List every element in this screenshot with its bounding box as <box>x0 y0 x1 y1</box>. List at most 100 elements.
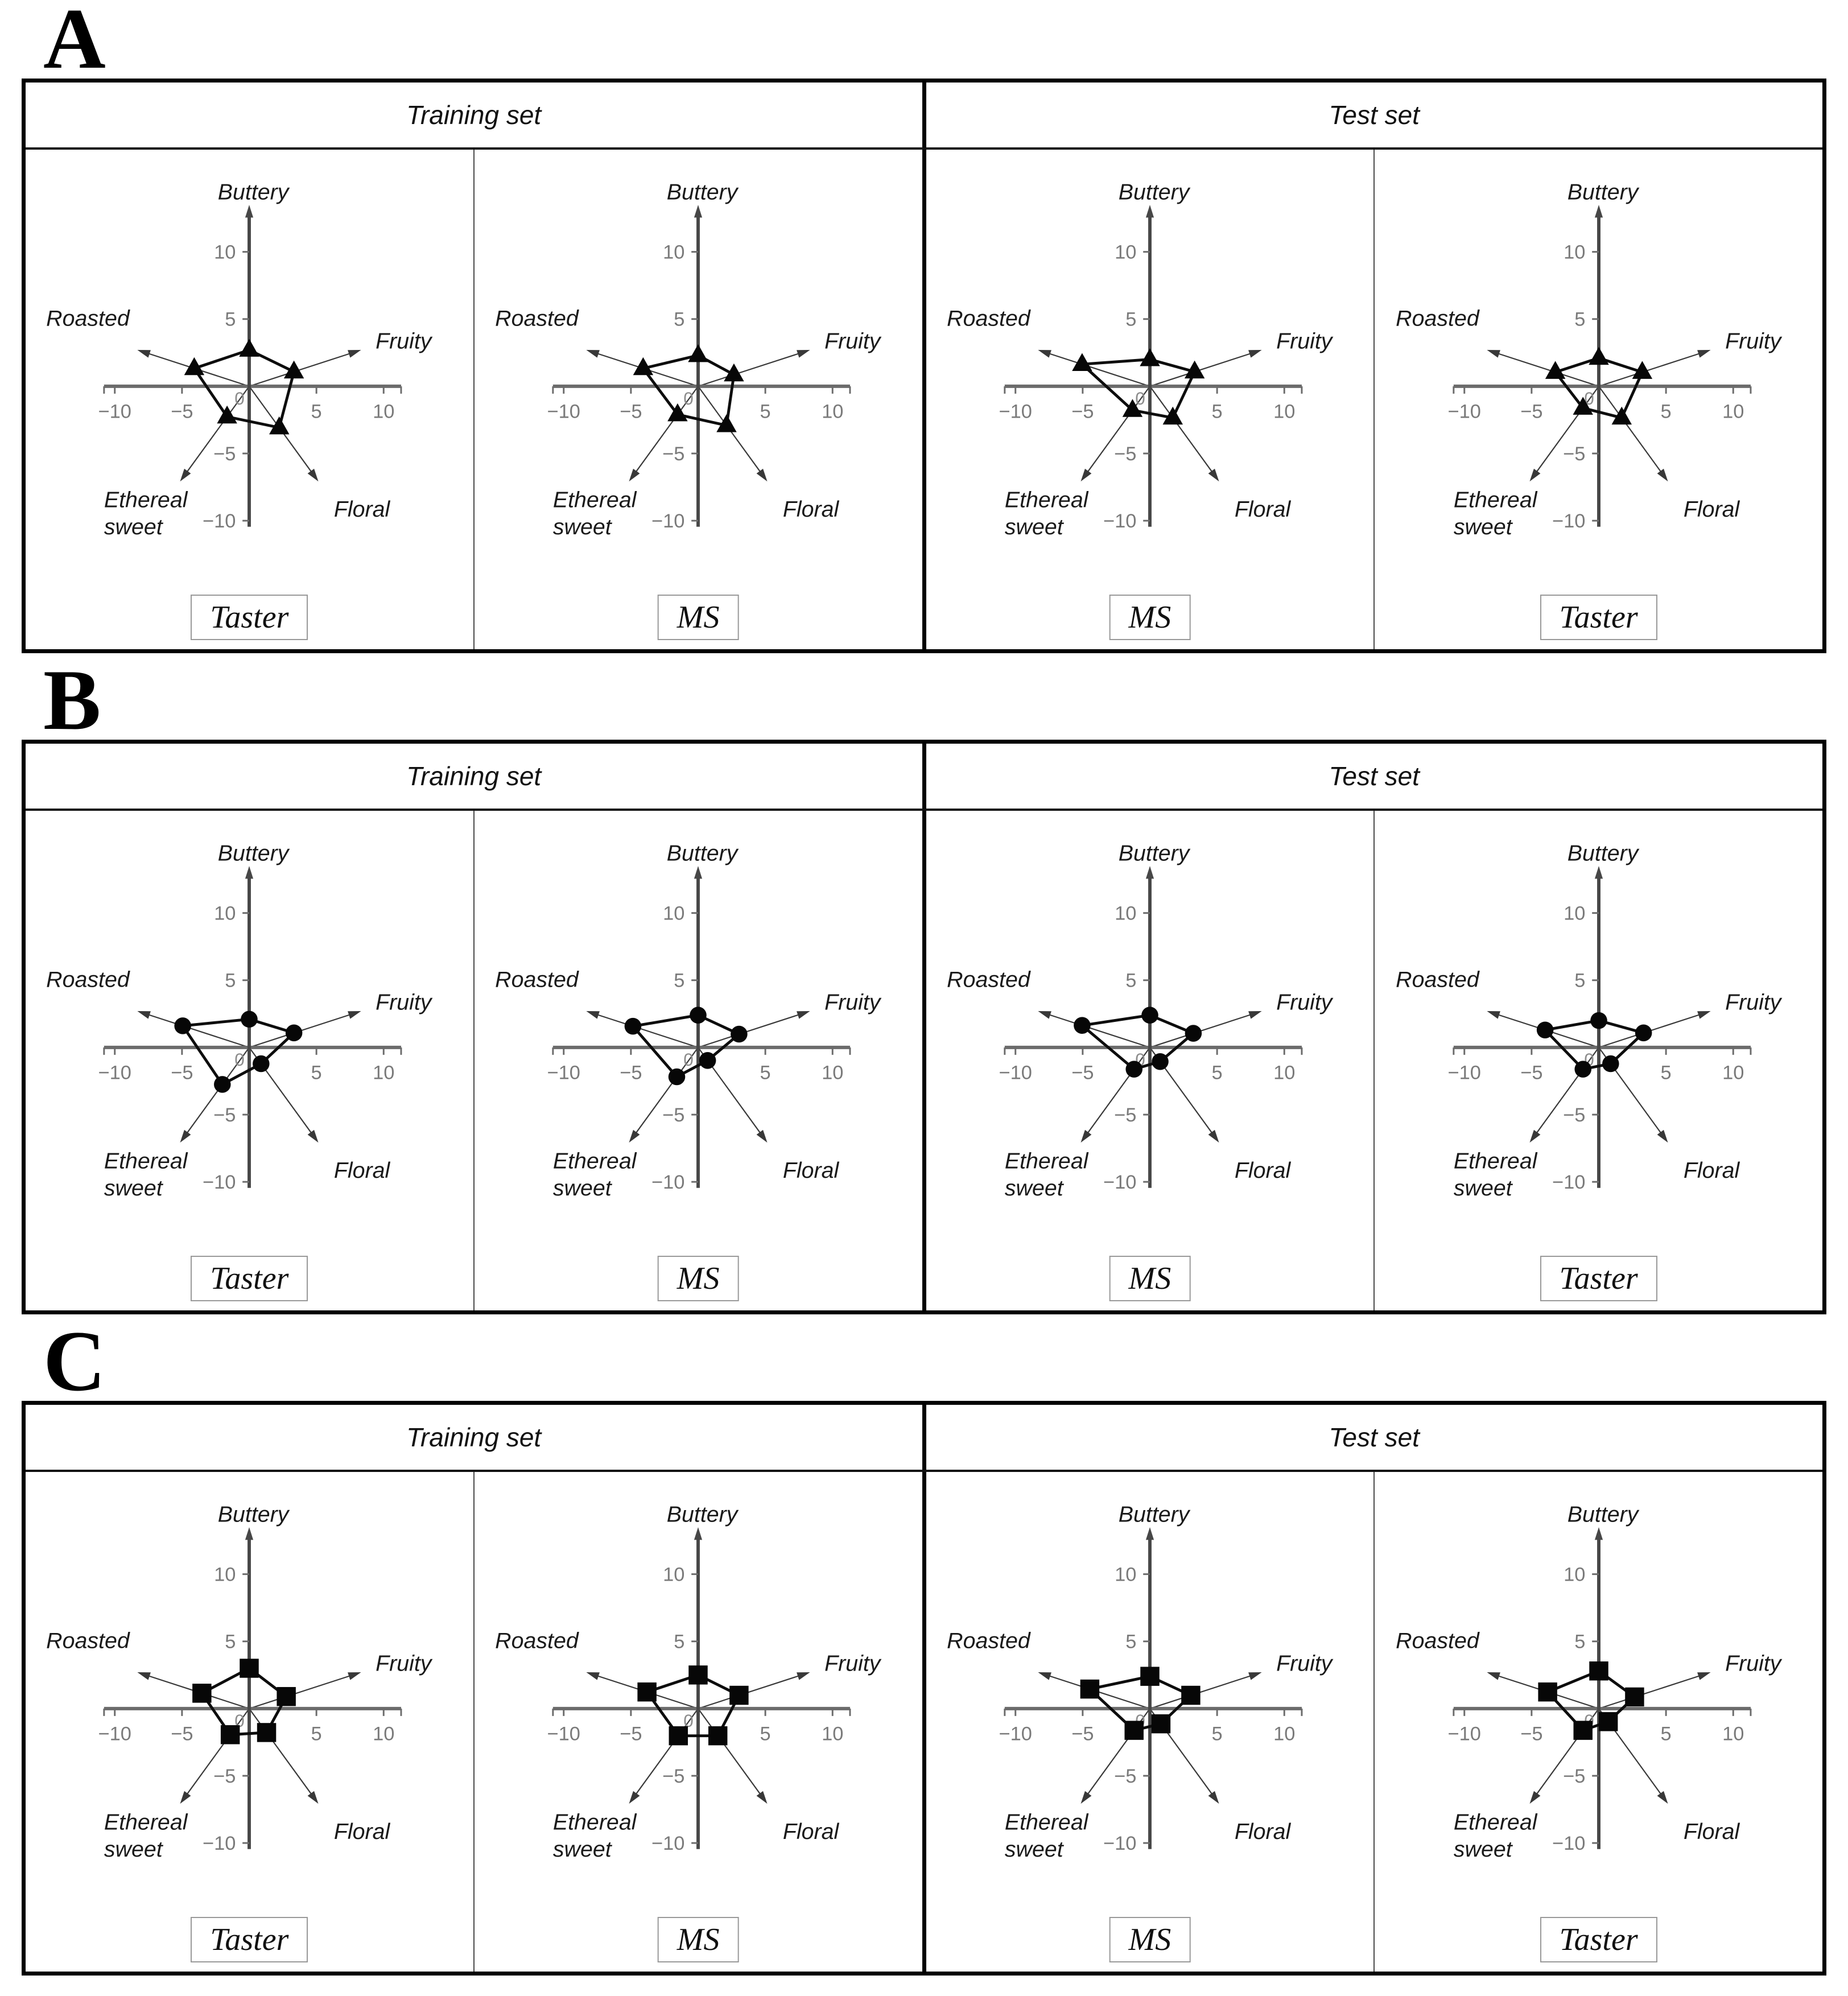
data-point-circle-icon <box>699 1052 716 1069</box>
x-tick-label: −10 <box>547 401 580 422</box>
panel-table: Training set Test set −10 −5 5 10 10 5 −5 −10 0 B… <box>22 740 1826 1314</box>
ray-arrowhead-icon <box>1208 468 1219 482</box>
y-tick-label: 5 <box>1125 1631 1136 1653</box>
ray-arrowhead-icon <box>348 1011 361 1019</box>
x-tick-label: −10 <box>1447 401 1480 422</box>
panel-body-row: −10 −5 5 10 10 5 −5 −10 0 Buttery Fruity Floral Ethe… <box>26 150 1822 649</box>
category-label-floral: Floral <box>1235 1819 1292 1844</box>
category-label-ethereal-sweet: sweet <box>1005 514 1065 539</box>
data-point-triangle-icon <box>716 414 737 432</box>
x-tick-label: 5 <box>1660 1723 1671 1745</box>
data-point-square-icon <box>1124 1721 1144 1740</box>
ray-arrowhead-icon <box>586 1011 600 1019</box>
radar-plot-svg: −10 −5 5 10105−5−100ButteryFruityFloralEthe… <box>1396 840 1783 1200</box>
data-point-circle-icon <box>1536 1021 1554 1038</box>
y-tick-label: −5 <box>1563 1104 1585 1126</box>
category-label-floral: Floral <box>783 497 840 522</box>
ray-arrowhead-icon <box>1248 1011 1262 1019</box>
category-label-roasted: Roasted <box>947 967 1031 992</box>
category-label-roasted: Roasted <box>1396 306 1480 331</box>
data-point-circle-icon <box>731 1025 748 1043</box>
data-point-circle-icon <box>1152 1053 1169 1070</box>
x-tick-label: −10 <box>98 401 131 422</box>
ray-arrowhead-icon <box>1487 1672 1500 1680</box>
x-tick-label: −10 <box>999 401 1032 422</box>
ray-arrowhead-icon <box>629 1791 640 1804</box>
category-label-floral: Floral <box>783 1819 840 1844</box>
category-label-ethereal-sweet: sweet <box>104 514 164 539</box>
category-label-ethereal-sweet: Ethereal <box>1453 1810 1537 1835</box>
ray-arrowhead-icon <box>1145 865 1154 879</box>
plot-caption: Taster <box>191 595 308 640</box>
x-tick-label: 5 <box>311 1062 322 1083</box>
category-label-fruity: Fruity <box>824 990 882 1015</box>
data-point-circle-icon <box>690 1007 707 1024</box>
data-point-square-icon <box>708 1726 728 1746</box>
category-label-fruity: Fruity <box>1276 329 1334 354</box>
radar-plot-svg: −10 −5 5 10105−5−100ButteryFruityFloralEthe… <box>1396 179 1783 539</box>
data-point-square-icon <box>1538 1682 1557 1702</box>
plot-cell: −10 −5 5 10 10 5 −5 −10 0 Buttery Fruity Floral Ethe… <box>26 811 475 1310</box>
ray-arrowhead-icon <box>1594 204 1603 218</box>
data-point-triangle-icon <box>1588 347 1609 365</box>
category-label-fruity: Fruity <box>1725 990 1783 1015</box>
y-tick-label: −10 <box>1103 1172 1136 1193</box>
x-tick-label: −10 <box>999 1062 1032 1083</box>
category-label-ethereal-sweet: Ethereal <box>1005 1810 1089 1835</box>
category-label-fruity: Fruity <box>376 1651 433 1676</box>
x-tick-label: −5 <box>1071 401 1094 422</box>
ray-arrowhead-icon <box>1145 1527 1154 1540</box>
ray-arrowhead-icon <box>1697 349 1711 358</box>
y-tick-label: 5 <box>674 1631 684 1653</box>
zero-tick-label: 0 <box>1135 388 1145 409</box>
category-label-buttery: Buttery <box>218 179 290 204</box>
data-point-square-icon <box>221 1725 240 1745</box>
data-point-triangle-icon <box>1632 361 1652 379</box>
ray-arrowhead-icon <box>1080 1129 1092 1143</box>
ray-arrowhead-icon <box>1697 1672 1711 1680</box>
y-tick-label: 10 <box>1564 902 1585 924</box>
category-label-floral: Floral <box>334 1819 391 1844</box>
radar-plot: −10 −5 5 10 10 5 −5 −10 0 Buttery Fruity Floral Ethe… <box>478 828 918 1258</box>
data-point-circle-icon <box>1074 1017 1091 1034</box>
plot-cell: −10 −5 5 10 10 5 −5 −10 0 Buttery Fruity Floral Ethe… <box>475 811 926 1310</box>
panel-a: A Training set Test set −10 −5 5 10 10 5 −5 −10… <box>0 0 1848 653</box>
data-point-circle-icon <box>1185 1025 1202 1042</box>
ray-arrowhead-icon <box>348 1672 361 1680</box>
x-tick-label: 5 <box>311 1723 322 1745</box>
category-label-buttery: Buttery <box>1567 840 1639 865</box>
ray-arrowhead-icon <box>1080 468 1092 482</box>
panel-header-row: Training set Test set <box>26 1405 1822 1472</box>
data-point-square-icon <box>1140 1667 1160 1686</box>
ray-arrowhead-icon <box>756 1129 768 1143</box>
category-label-ethereal-sweet: Ethereal <box>1005 1149 1089 1174</box>
plot-caption-label: Taster <box>1559 600 1638 635</box>
ray-arrowhead-icon <box>245 1527 254 1540</box>
x-tick-label: 10 <box>1273 401 1295 422</box>
radar-plot: −10 −5 5 10 10 5 −5 −10 0 Buttery Fruity Floral Ethe… <box>930 167 1370 597</box>
panel-header-row: Training set Test set <box>26 83 1822 150</box>
y-tick-label: −10 <box>203 1833 236 1854</box>
data-point-square-icon <box>688 1665 708 1685</box>
ray-arrowhead-icon <box>629 1129 640 1143</box>
x-tick-label: −5 <box>620 1723 642 1745</box>
y-tick-label: 5 <box>1574 1631 1585 1653</box>
radar-plot-svg: −10 −5 5 10105−5−100ButteryFruityFloralEthe… <box>947 1502 1334 1861</box>
category-label-buttery: Buttery <box>1567 179 1639 204</box>
plot-caption-label: MS <box>1128 600 1172 635</box>
plot-caption-label: MS <box>1128 1922 1172 1957</box>
x-tick-label: 10 <box>373 401 394 422</box>
panel-table: Training set Test set −10 −5 5 10 10 5 −5 −10 0 B… <box>22 1401 1826 1976</box>
category-label-roasted: Roasted <box>495 967 579 992</box>
y-tick-label: −5 <box>213 443 236 465</box>
plot-cell: −10 −5 5 10 10 5 −5 −10 0 Buttery Fruity Floral Ethe… <box>926 1472 1375 1972</box>
ray-arrowhead-icon <box>245 204 254 218</box>
y-tick-label: −5 <box>213 1104 236 1126</box>
category-label-floral: Floral <box>334 1158 391 1183</box>
x-tick-label: 5 <box>1660 401 1671 422</box>
category-label-roasted: Roasted <box>495 306 579 331</box>
x-tick-label: 5 <box>311 401 322 422</box>
x-tick-label: −10 <box>547 1062 580 1083</box>
data-point-square-icon <box>240 1659 259 1678</box>
plot-caption-label: Taster <box>210 1261 289 1296</box>
